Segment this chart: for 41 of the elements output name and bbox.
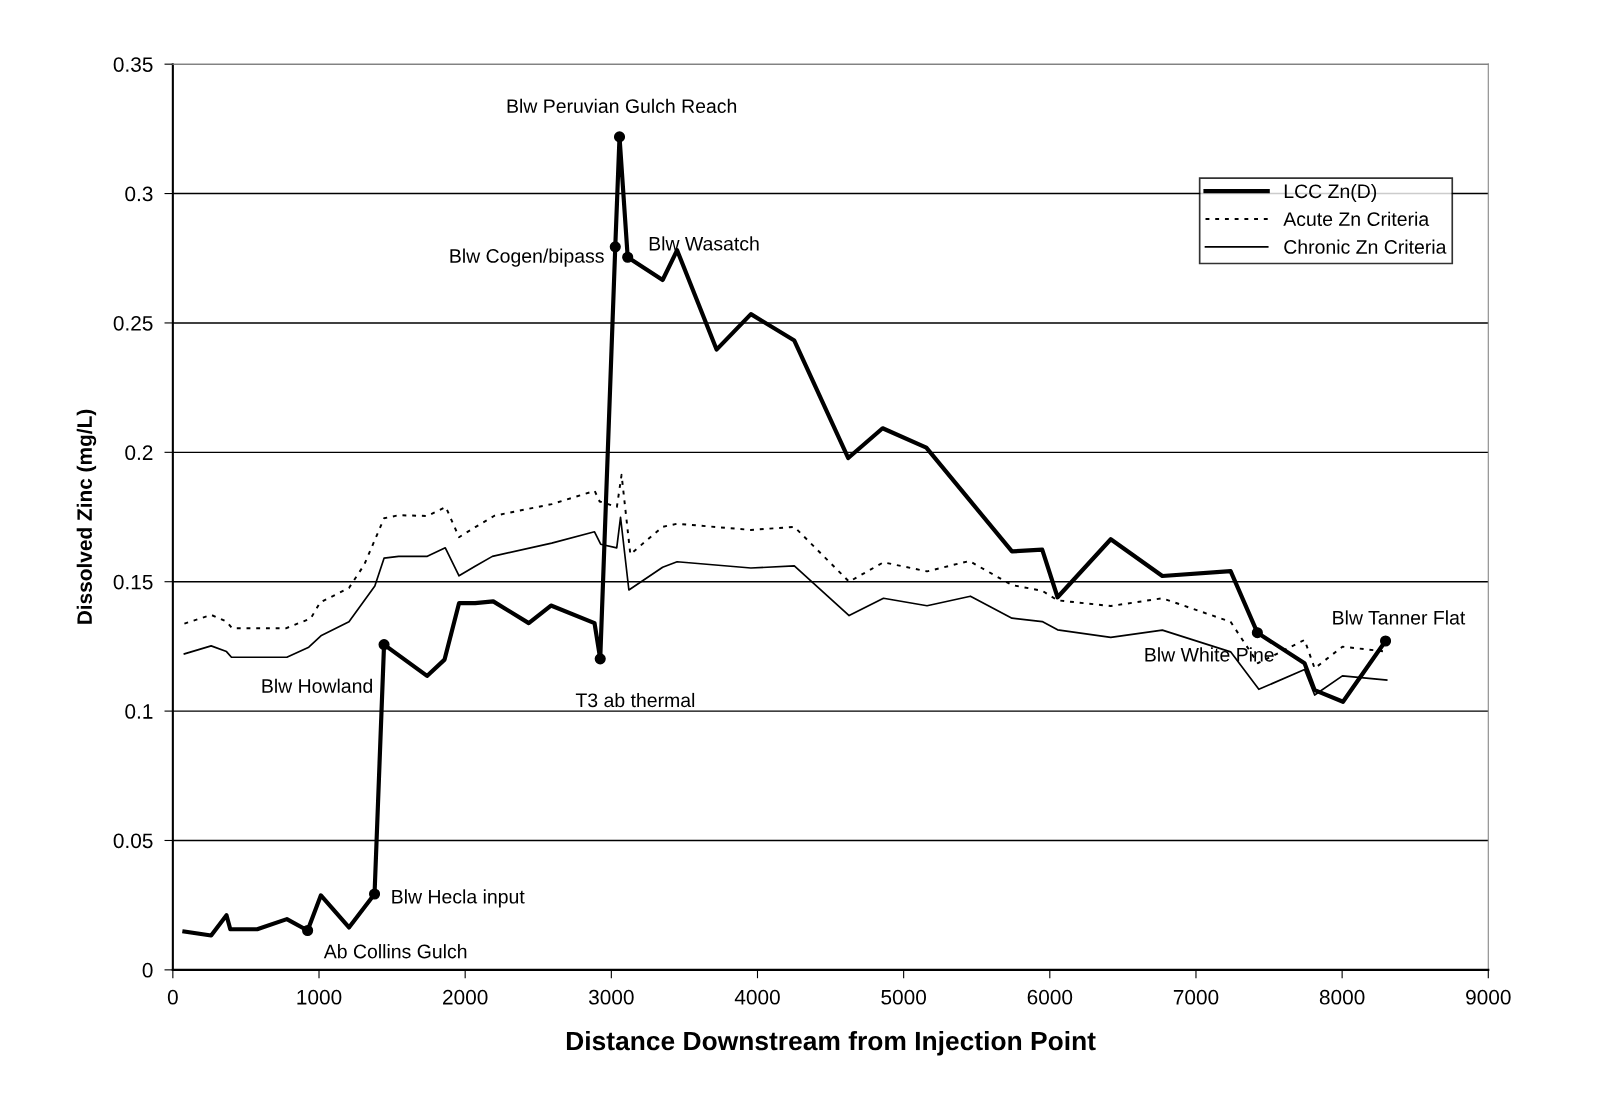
legend-label: LCC Zn(D) [1284, 183, 1377, 202]
annotation: T3 ab thermal [575, 692, 695, 708]
annotation: Blw Wasatch [649, 236, 759, 251]
annotation: Blw White Pine [1145, 647, 1274, 662]
annotation: Blw Hecla input [392, 889, 525, 908]
x-tick-label: 7000 [1173, 989, 1219, 1005]
y-tick-label: 0.2 [125, 445, 153, 461]
annotation: Blw Peruvian Gulch Reach [507, 98, 737, 113]
y-tick-label: 0 [142, 962, 153, 978]
point [1251, 627, 1263, 639]
x-tick-label: 4000 [734, 989, 780, 1005]
x-axis-title: Distance Downstream from Injection Point [566, 1030, 1096, 1056]
point [302, 924, 314, 937]
annotation: Blw Howland [262, 678, 373, 693]
point [613, 131, 626, 143]
x-tick-label: 3000 [588, 989, 634, 1005]
y-tick-label: 0.3 [125, 186, 153, 202]
y-axis-title: Dissolved Zinc (mg/L) [76, 409, 97, 624]
y-tick-label: 0.05 [113, 833, 153, 849]
annotation: Blw Tanner Flat [1333, 610, 1466, 625]
y-tick-label: 0.15 [113, 574, 153, 590]
point [594, 653, 606, 665]
x-tick-label: 1000 [297, 989, 342, 1005]
point [1379, 635, 1392, 647]
x-tick-label: 6000 [1027, 989, 1073, 1005]
x-tick-label: 5000 [881, 989, 927, 1005]
x-tick-label: 2000 [443, 989, 488, 1005]
point [609, 241, 621, 253]
annotation: Blw Cogen/bipass [450, 248, 604, 267]
legend-label: Chronic Zn Criteria [1284, 239, 1447, 254]
y-tick-label: 0.25 [113, 315, 153, 331]
y-tick-label: 0.35 [113, 57, 153, 72]
x-tick-label: 0 [167, 989, 178, 1005]
x-tick-label: 9000 [1466, 989, 1511, 1005]
x-tick-label: 8000 [1319, 989, 1365, 1005]
y-tick-label: 0.1 [125, 704, 153, 719]
legend-label: Acute Zn Criteria [1283, 211, 1430, 227]
point [378, 639, 390, 651]
point [622, 251, 634, 263]
annotation: Ab Collins Gulch [323, 944, 467, 959]
point [368, 888, 381, 900]
